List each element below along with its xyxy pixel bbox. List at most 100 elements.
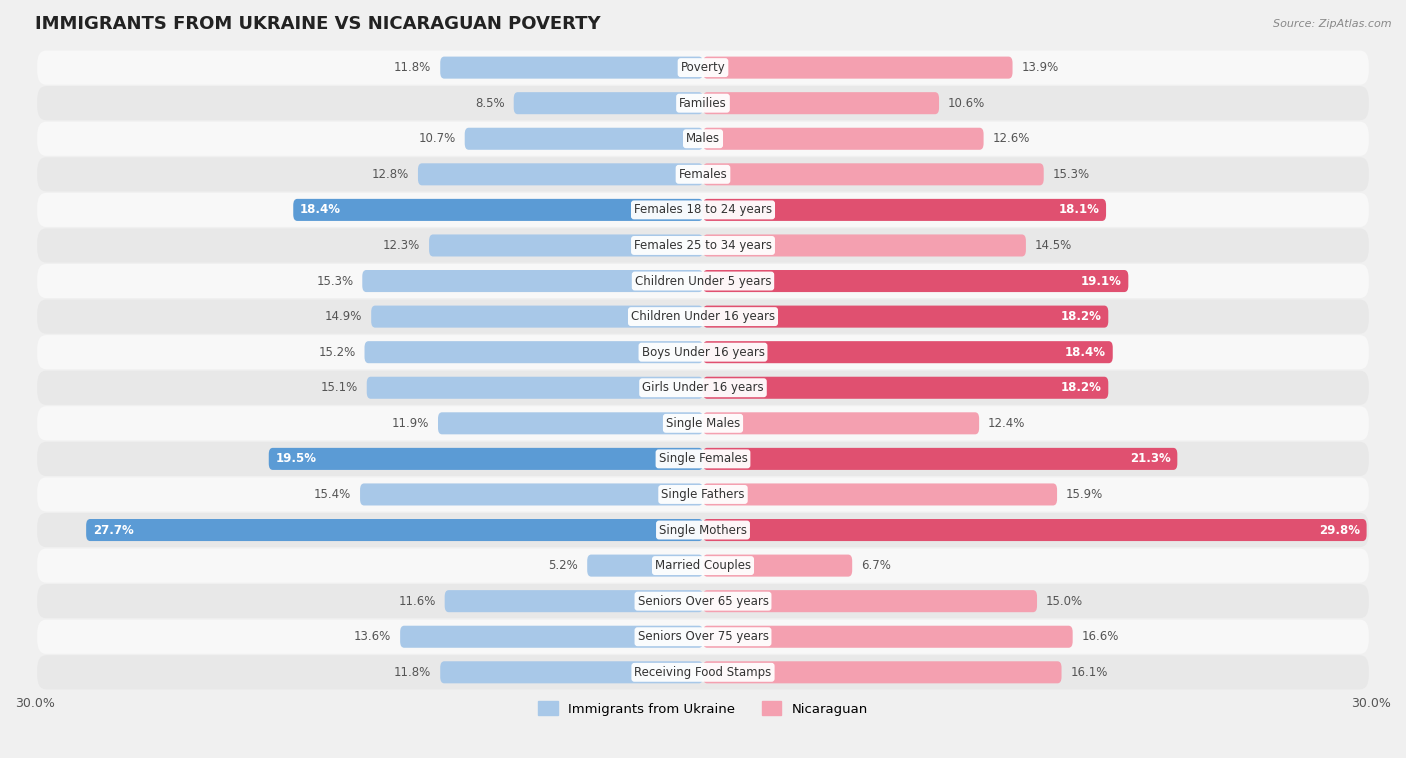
FancyBboxPatch shape (703, 555, 852, 577)
Text: 18.4%: 18.4% (299, 203, 340, 216)
FancyBboxPatch shape (703, 448, 1177, 470)
FancyBboxPatch shape (703, 341, 1112, 363)
Text: Children Under 16 years: Children Under 16 years (631, 310, 775, 323)
FancyBboxPatch shape (37, 299, 1369, 334)
FancyBboxPatch shape (371, 305, 703, 327)
FancyBboxPatch shape (360, 484, 703, 506)
Text: Males: Males (686, 132, 720, 146)
FancyBboxPatch shape (269, 448, 703, 470)
Legend: Immigrants from Ukraine, Nicaraguan: Immigrants from Ukraine, Nicaraguan (538, 701, 868, 716)
FancyBboxPatch shape (444, 590, 703, 612)
FancyBboxPatch shape (37, 157, 1369, 192)
Text: 14.5%: 14.5% (1035, 239, 1071, 252)
Text: Boys Under 16 years: Boys Under 16 years (641, 346, 765, 359)
Text: 15.4%: 15.4% (314, 488, 352, 501)
FancyBboxPatch shape (37, 193, 1369, 227)
Text: 15.0%: 15.0% (1046, 595, 1083, 608)
Text: 18.2%: 18.2% (1060, 381, 1102, 394)
Text: 6.7%: 6.7% (860, 559, 891, 572)
Text: 18.2%: 18.2% (1060, 310, 1102, 323)
FancyBboxPatch shape (429, 234, 703, 256)
Text: 14.9%: 14.9% (325, 310, 363, 323)
FancyBboxPatch shape (37, 655, 1369, 689)
FancyBboxPatch shape (703, 484, 1057, 506)
Text: 16.1%: 16.1% (1070, 666, 1108, 679)
FancyBboxPatch shape (703, 57, 1012, 79)
FancyBboxPatch shape (703, 590, 1038, 612)
Text: 13.9%: 13.9% (1021, 61, 1059, 74)
FancyBboxPatch shape (364, 341, 703, 363)
FancyBboxPatch shape (37, 86, 1369, 121)
Text: 15.3%: 15.3% (1053, 168, 1090, 181)
Text: 11.8%: 11.8% (394, 666, 432, 679)
FancyBboxPatch shape (37, 51, 1369, 85)
FancyBboxPatch shape (703, 305, 1108, 327)
Text: Single Mothers: Single Mothers (659, 524, 747, 537)
Text: 15.1%: 15.1% (321, 381, 359, 394)
FancyBboxPatch shape (703, 270, 1129, 292)
FancyBboxPatch shape (703, 163, 1043, 186)
Text: 10.7%: 10.7% (419, 132, 456, 146)
Text: 12.4%: 12.4% (988, 417, 1025, 430)
Text: 15.2%: 15.2% (318, 346, 356, 359)
FancyBboxPatch shape (703, 412, 979, 434)
FancyBboxPatch shape (440, 661, 703, 683)
Text: 29.8%: 29.8% (1319, 524, 1360, 537)
FancyBboxPatch shape (37, 371, 1369, 405)
Text: 16.6%: 16.6% (1081, 630, 1119, 644)
FancyBboxPatch shape (588, 555, 703, 577)
FancyBboxPatch shape (363, 270, 703, 292)
Text: 18.4%: 18.4% (1066, 346, 1107, 359)
FancyBboxPatch shape (37, 584, 1369, 619)
Text: Single Fathers: Single Fathers (661, 488, 745, 501)
Text: Children Under 5 years: Children Under 5 years (634, 274, 772, 287)
FancyBboxPatch shape (513, 92, 703, 114)
Text: 15.9%: 15.9% (1066, 488, 1104, 501)
FancyBboxPatch shape (439, 412, 703, 434)
Text: 11.9%: 11.9% (392, 417, 429, 430)
Text: IMMIGRANTS FROM UKRAINE VS NICARAGUAN POVERTY: IMMIGRANTS FROM UKRAINE VS NICARAGUAN PO… (35, 15, 600, 33)
Text: Single Males: Single Males (666, 417, 740, 430)
FancyBboxPatch shape (440, 57, 703, 79)
Text: 5.2%: 5.2% (548, 559, 578, 572)
Text: 10.6%: 10.6% (948, 97, 986, 110)
FancyBboxPatch shape (37, 122, 1369, 156)
Text: Seniors Over 65 years: Seniors Over 65 years (637, 595, 769, 608)
Text: Poverty: Poverty (681, 61, 725, 74)
Text: 27.7%: 27.7% (93, 524, 134, 537)
FancyBboxPatch shape (367, 377, 703, 399)
FancyBboxPatch shape (86, 519, 703, 541)
FancyBboxPatch shape (37, 442, 1369, 476)
FancyBboxPatch shape (37, 228, 1369, 262)
Text: Receiving Food Stamps: Receiving Food Stamps (634, 666, 772, 679)
Text: Single Females: Single Females (658, 453, 748, 465)
Text: Females 25 to 34 years: Females 25 to 34 years (634, 239, 772, 252)
FancyBboxPatch shape (703, 128, 984, 150)
Text: 19.1%: 19.1% (1081, 274, 1122, 287)
Text: 12.3%: 12.3% (382, 239, 420, 252)
FancyBboxPatch shape (401, 625, 703, 648)
FancyBboxPatch shape (703, 661, 1062, 683)
FancyBboxPatch shape (703, 519, 1367, 541)
FancyBboxPatch shape (37, 335, 1369, 369)
Text: 19.5%: 19.5% (276, 453, 316, 465)
Text: Girls Under 16 years: Girls Under 16 years (643, 381, 763, 394)
FancyBboxPatch shape (37, 513, 1369, 547)
Text: Females: Females (679, 168, 727, 181)
Text: Married Couples: Married Couples (655, 559, 751, 572)
Text: 12.6%: 12.6% (993, 132, 1029, 146)
FancyBboxPatch shape (294, 199, 703, 221)
FancyBboxPatch shape (703, 625, 1073, 648)
Text: 11.6%: 11.6% (398, 595, 436, 608)
FancyBboxPatch shape (37, 478, 1369, 512)
Text: Families: Families (679, 97, 727, 110)
FancyBboxPatch shape (465, 128, 703, 150)
Text: 12.8%: 12.8% (371, 168, 409, 181)
FancyBboxPatch shape (703, 377, 1108, 399)
FancyBboxPatch shape (37, 549, 1369, 583)
Text: 21.3%: 21.3% (1130, 453, 1171, 465)
Text: 11.8%: 11.8% (394, 61, 432, 74)
Text: Source: ZipAtlas.com: Source: ZipAtlas.com (1274, 19, 1392, 29)
Text: 13.6%: 13.6% (354, 630, 391, 644)
FancyBboxPatch shape (703, 199, 1107, 221)
